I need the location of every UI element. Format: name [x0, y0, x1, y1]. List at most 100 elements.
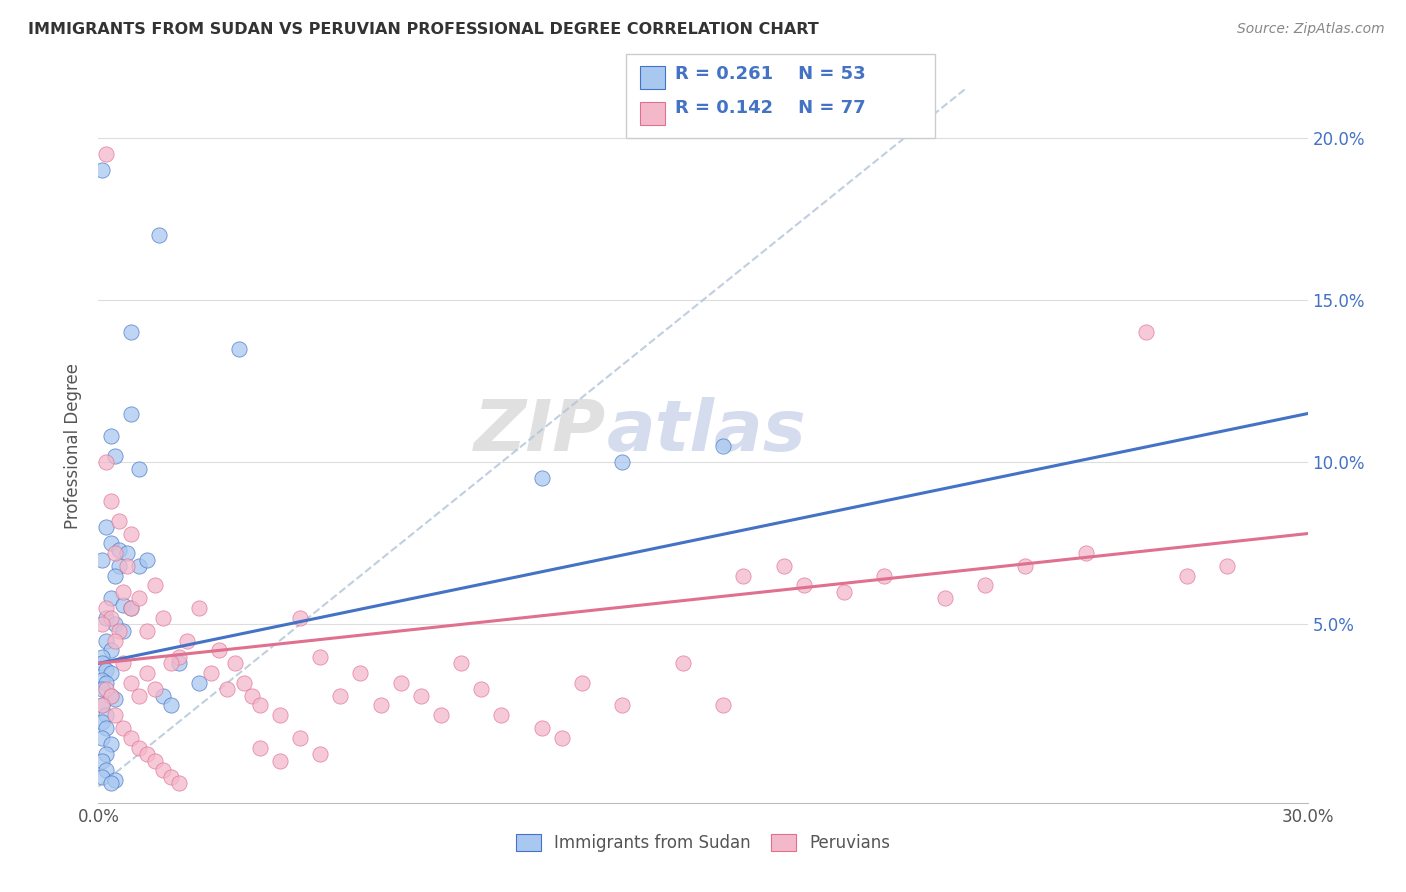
Point	[188, 675, 211, 690]
Point	[111, 721, 134, 735]
Point	[176, 633, 198, 648]
Point	[91, 617, 114, 632]
Point	[143, 754, 166, 768]
Point	[100, 429, 122, 443]
Point	[96, 601, 118, 615]
Point	[100, 738, 122, 752]
Point	[96, 764, 118, 778]
Point	[612, 698, 634, 713]
Point	[571, 675, 593, 690]
Point	[103, 692, 125, 706]
Point	[91, 731, 114, 745]
Point	[96, 747, 118, 761]
Point	[103, 773, 125, 788]
Point	[100, 494, 122, 508]
Point	[288, 611, 311, 625]
Point	[91, 682, 114, 697]
Point	[167, 776, 190, 790]
Point	[100, 643, 122, 657]
Point	[111, 585, 134, 599]
Point	[91, 698, 114, 713]
Point	[269, 708, 291, 723]
Point	[96, 455, 118, 469]
Point	[135, 666, 157, 681]
Point	[128, 591, 150, 606]
Point	[100, 689, 122, 703]
Point	[160, 770, 183, 784]
Point	[135, 552, 157, 566]
Point	[103, 617, 125, 632]
Point	[450, 657, 472, 671]
Point	[111, 598, 134, 612]
Text: R = 0.142    N = 77: R = 0.142 N = 77	[675, 99, 866, 117]
Point	[107, 624, 129, 638]
Point	[135, 747, 157, 761]
Point	[188, 601, 211, 615]
Point	[1014, 559, 1036, 574]
Point	[249, 740, 271, 755]
Point	[96, 611, 118, 625]
Point	[430, 708, 453, 723]
Point	[530, 721, 553, 735]
Point	[148, 228, 170, 243]
Point	[309, 747, 332, 761]
Point	[711, 698, 734, 713]
Point	[91, 657, 114, 671]
Point	[232, 675, 254, 690]
Point	[228, 342, 250, 356]
Point	[120, 675, 142, 690]
Point	[100, 776, 122, 790]
Text: IMMIGRANTS FROM SUDAN VS PERUVIAN PROFESSIONAL DEGREE CORRELATION CHART: IMMIGRANTS FROM SUDAN VS PERUVIAN PROFES…	[28, 22, 818, 37]
Point	[160, 657, 183, 671]
Point	[1074, 546, 1097, 560]
Point	[349, 666, 371, 681]
Point	[152, 689, 174, 703]
Point	[217, 682, 239, 697]
Point	[107, 514, 129, 528]
Point	[152, 611, 174, 625]
Point	[551, 731, 574, 745]
Point	[96, 682, 118, 697]
Point	[120, 601, 142, 615]
Point	[103, 546, 125, 560]
Point	[91, 163, 114, 178]
Point	[530, 471, 553, 485]
Point	[115, 559, 138, 574]
Point	[120, 526, 142, 541]
Legend: Immigrants from Sudan, Peruvians: Immigrants from Sudan, Peruvians	[509, 827, 897, 859]
Point	[269, 754, 291, 768]
Point	[208, 643, 231, 657]
Point	[135, 624, 157, 638]
Point	[224, 657, 246, 671]
Point	[91, 552, 114, 566]
Point	[167, 649, 190, 664]
Point	[143, 682, 166, 697]
Point	[103, 449, 125, 463]
Point	[128, 461, 150, 475]
Point	[96, 708, 118, 723]
Point	[91, 770, 114, 784]
Point	[100, 666, 122, 681]
Point	[1135, 326, 1157, 340]
Point	[100, 591, 122, 606]
Point	[240, 689, 263, 703]
Point	[100, 536, 122, 550]
Point	[143, 578, 166, 592]
Point	[974, 578, 997, 592]
Point	[91, 673, 114, 687]
Point	[370, 698, 392, 713]
Point	[128, 740, 150, 755]
Point	[91, 754, 114, 768]
Point	[91, 649, 114, 664]
Point	[200, 666, 222, 681]
Point	[115, 546, 138, 560]
Point	[100, 689, 122, 703]
Point	[96, 663, 118, 677]
Point	[111, 624, 134, 638]
Point	[120, 601, 142, 615]
Point	[160, 698, 183, 713]
Text: atlas: atlas	[606, 397, 806, 467]
Point	[389, 675, 412, 690]
Point	[249, 698, 271, 713]
Point	[672, 657, 695, 671]
